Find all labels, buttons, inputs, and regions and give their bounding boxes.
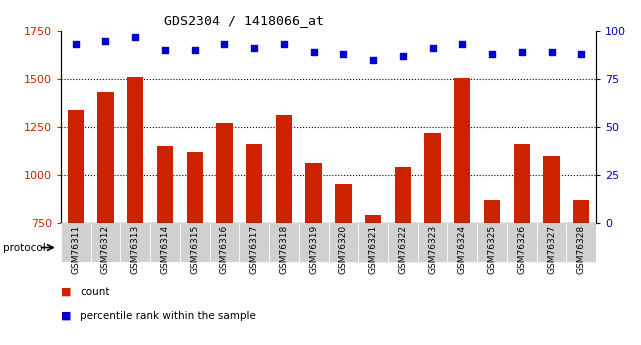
Text: 2 wk induction, 2 d
repression: 2 wk induction, 2 d repression: [241, 238, 327, 257]
Bar: [513, 144, 530, 223]
Point: [279, 42, 289, 47]
Text: ■: ■: [61, 287, 71, 296]
Text: GSM76322: GSM76322: [398, 225, 407, 274]
Bar: [90, 223, 121, 262]
Point: [130, 34, 140, 40]
Text: GSM76321: GSM76321: [369, 225, 378, 274]
Bar: [395, 167, 411, 223]
Bar: [306, 163, 322, 223]
Bar: [424, 134, 441, 223]
Bar: [328, 223, 358, 262]
Point: [546, 49, 556, 55]
Point: [368, 57, 378, 62]
Text: count: count: [80, 287, 110, 296]
Point: [308, 49, 319, 55]
Bar: [61, 232, 150, 263]
Text: GSM76324: GSM76324: [458, 225, 467, 274]
Text: GSM76317: GSM76317: [250, 225, 259, 274]
Text: GSM76327: GSM76327: [547, 225, 556, 274]
Text: GSM76312: GSM76312: [101, 225, 110, 274]
Bar: [477, 223, 507, 262]
Text: GDS2304 / 1418066_at: GDS2304 / 1418066_at: [163, 14, 324, 27]
Bar: [180, 223, 210, 262]
Text: GSM76315: GSM76315: [190, 225, 199, 274]
Text: ■: ■: [61, 311, 71, 321]
Point: [517, 49, 527, 55]
Bar: [67, 110, 84, 223]
Point: [428, 46, 438, 51]
Point: [487, 51, 497, 57]
Point: [576, 51, 587, 57]
Text: 6 wk induction, 2 wk
repression: 6 wk induction, 2 wk repression: [475, 238, 569, 257]
Bar: [573, 199, 590, 223]
Point: [397, 53, 408, 59]
Text: 2 wk induction: 2 wk induction: [162, 243, 228, 252]
Bar: [239, 232, 328, 263]
Text: GSM76323: GSM76323: [428, 225, 437, 274]
Bar: [187, 152, 203, 223]
Bar: [150, 232, 239, 263]
Bar: [97, 92, 113, 223]
Bar: [246, 144, 262, 223]
Bar: [507, 223, 537, 262]
Point: [190, 47, 200, 53]
Point: [249, 46, 260, 51]
Bar: [276, 115, 292, 223]
Text: GSM76318: GSM76318: [279, 225, 288, 274]
Text: GSM76328: GSM76328: [577, 225, 586, 274]
Point: [338, 51, 349, 57]
Text: GSM76314: GSM76314: [160, 225, 169, 274]
Text: pre-induction: pre-induction: [75, 243, 136, 252]
Text: GSM76325: GSM76325: [488, 225, 497, 274]
Bar: [216, 123, 233, 223]
Bar: [210, 223, 239, 262]
Bar: [157, 146, 173, 223]
Bar: [418, 223, 447, 262]
Point: [71, 42, 81, 47]
Bar: [239, 223, 269, 262]
Bar: [454, 78, 470, 223]
Text: percentile rank within the sample: percentile rank within the sample: [80, 311, 256, 321]
Point: [101, 38, 111, 43]
Bar: [567, 223, 596, 262]
Bar: [447, 232, 596, 263]
Bar: [484, 199, 500, 223]
Bar: [269, 223, 299, 262]
Bar: [537, 223, 567, 262]
Bar: [335, 184, 351, 223]
Bar: [328, 232, 447, 263]
Bar: [365, 215, 381, 223]
Text: GSM76316: GSM76316: [220, 225, 229, 274]
Point: [160, 47, 170, 53]
Text: GSM76313: GSM76313: [131, 225, 140, 274]
Bar: [121, 223, 150, 262]
Text: GSM76326: GSM76326: [517, 225, 526, 274]
Text: GSM76320: GSM76320: [339, 225, 348, 274]
Bar: [127, 77, 144, 223]
Bar: [388, 223, 418, 262]
Bar: [358, 223, 388, 262]
Bar: [544, 156, 560, 223]
Bar: [447, 223, 477, 262]
Bar: [61, 223, 90, 262]
Point: [219, 42, 229, 47]
Text: protocol: protocol: [3, 243, 46, 253]
Bar: [150, 223, 180, 262]
Point: [457, 42, 467, 47]
Text: GSM76319: GSM76319: [309, 225, 318, 274]
Text: GSM76311: GSM76311: [71, 225, 80, 274]
Text: 6 wk induction: 6 wk induction: [354, 243, 421, 252]
Bar: [299, 223, 328, 262]
